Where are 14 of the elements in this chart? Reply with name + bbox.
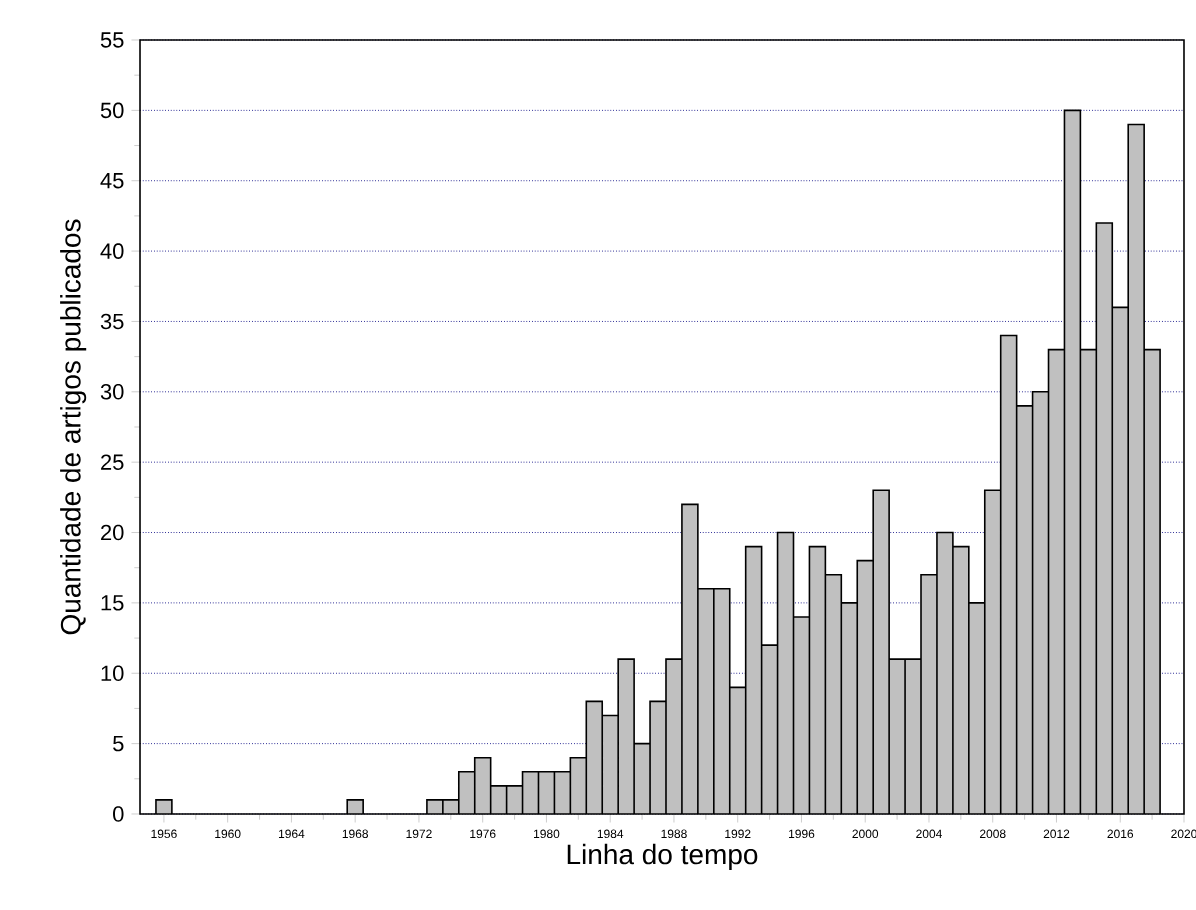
y-tick-label: 10 <box>101 665 124 682</box>
y-tick-label: 55 <box>100 32 124 48</box>
y-tick-label: 0 <box>113 806 124 822</box>
y-tick-label: 40 <box>100 243 124 259</box>
y-tick-label: 15 <box>101 595 124 611</box>
y-tick-label: 30 <box>100 384 124 400</box>
y-axis-title: Quantidade de artigos publicados <box>60 219 87 635</box>
x-axis-title: Linha do tempo <box>567 843 758 870</box>
y-tick-label: 35 <box>100 313 124 330</box>
y-tick-label: 20 <box>101 524 124 541</box>
y-tick-label: 25 <box>101 454 124 470</box>
y-tick-label: 5 <box>113 735 124 752</box>
y-tick-label: 50 <box>100 102 124 119</box>
y-tick-label: 45 <box>100 173 124 189</box>
